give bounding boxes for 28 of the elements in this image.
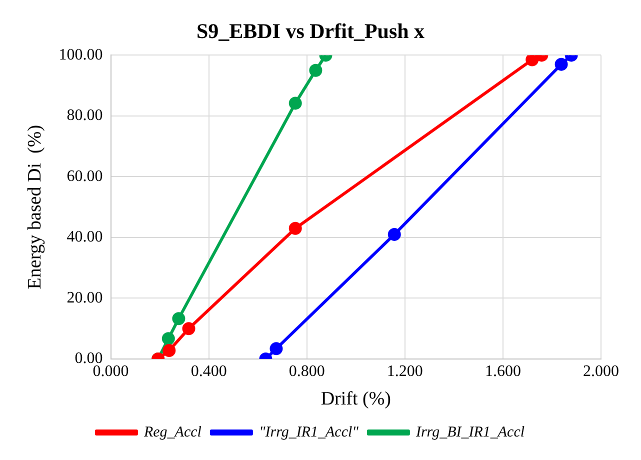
point (270, 342, 283, 356)
y-tick-label: 100.00 (58, 46, 103, 64)
point (288, 222, 302, 235)
y-tick-label: 60.00 (66, 168, 103, 185)
point (526, 55, 539, 66)
x-axis-title: Drift (%) (320, 388, 391, 410)
chart-title: S9_EBDI vs Drfit_Push x (196, 19, 426, 44)
point (162, 332, 175, 346)
point (554, 58, 568, 71)
point (172, 312, 186, 326)
y-axis-title: Energy based Di (%) (24, 124, 46, 290)
point (309, 64, 322, 77)
x-tick-label: 0.400 (190, 362, 227, 380)
y-tick-label: 20.00 (66, 289, 103, 306)
x-tick-label: 0.000 (92, 362, 129, 380)
point (288, 96, 302, 110)
point (388, 228, 401, 241)
point (182, 322, 196, 336)
x-tick-label: 2.000 (583, 362, 619, 380)
y-tick-label: 40.00 (66, 228, 103, 246)
x-tick-label: 1.600 (484, 362, 521, 380)
y-tick-label: 80.00 (66, 107, 103, 124)
legend-label: "Irrg_IR1_Accl" (258, 424, 360, 440)
point (162, 344, 176, 357)
x-tick-label: 0.800 (288, 362, 325, 380)
x-tick-label: 1.200 (386, 362, 423, 380)
legend-label: Reg_Accl (142, 424, 202, 440)
legend-label: Irrg_BI_IR1_Accl (414, 424, 525, 440)
